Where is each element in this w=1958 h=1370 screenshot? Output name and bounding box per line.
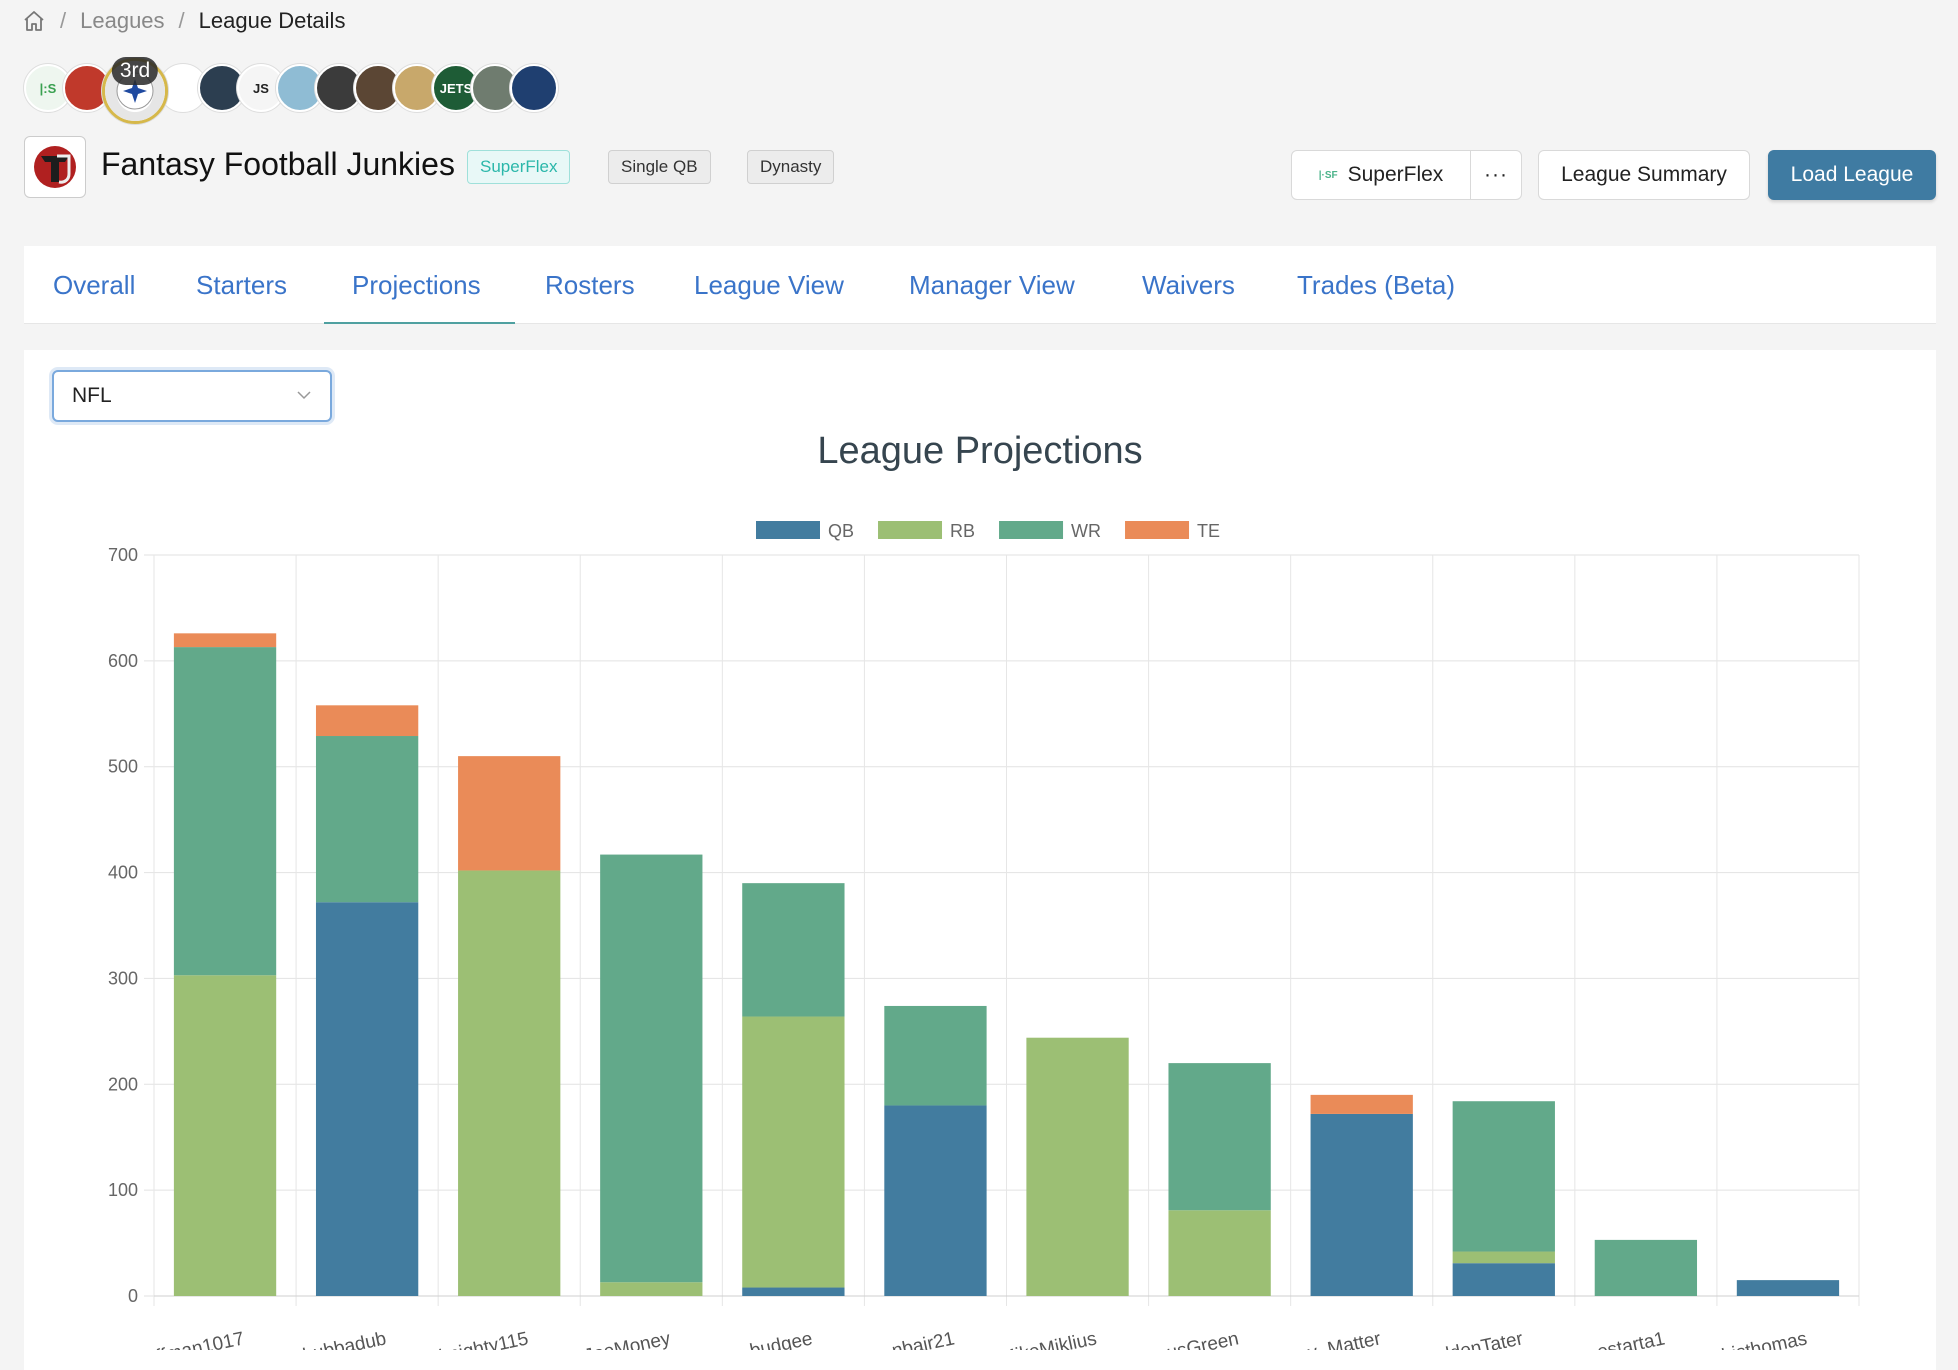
tag-dynasty: Dynasty — [747, 150, 835, 184]
chevron-down-icon — [297, 391, 311, 400]
legend-swatch — [999, 521, 1064, 539]
x-tick-label: thisthomas — [1715, 1328, 1809, 1350]
y-tick-label: 0 — [128, 1286, 138, 1306]
bar-te — [1310, 1094, 1413, 1114]
legend-label: RB — [950, 521, 975, 541]
league-summary-button[interactable]: League Summary — [1538, 150, 1750, 200]
bar-rb — [1452, 1251, 1555, 1264]
x-tick-label: chubbadub — [292, 1328, 388, 1350]
bar-qb — [1736, 1280, 1840, 1296]
bar-wr — [600, 854, 703, 1283]
bar-wr — [1452, 1101, 1555, 1252]
bar-rb — [173, 975, 277, 1296]
league-logo — [24, 136, 86, 198]
bar-wr — [1168, 1063, 1271, 1211]
load-league-button[interactable]: Load League — [1768, 150, 1936, 200]
chart-title: League Projections — [817, 430, 1143, 472]
x-tick-label: GangrenousGreen — [1082, 1328, 1240, 1350]
league-filter-value: NFL — [72, 384, 112, 407]
legend-swatch — [1125, 521, 1190, 539]
bar-te — [458, 756, 561, 871]
league-summary-label: League Summary — [1561, 163, 1727, 186]
bar-qb — [315, 902, 419, 1296]
x-tick-label: EvanAlmighty115 — [383, 1328, 531, 1350]
more-options-button[interactable]: ··· — [1470, 150, 1522, 200]
bar-rb — [1026, 1037, 1129, 1296]
active-tab-indicator — [324, 322, 515, 324]
y-tick-label: 200 — [108, 1074, 138, 1094]
bar-qb — [884, 1105, 987, 1296]
superflex-icon: |·SF — [1318, 169, 1338, 181]
tab-manager-view[interactable]: Manager View — [909, 269, 1075, 300]
league-filter-select[interactable]: NFL — [52, 370, 332, 422]
bar-wr — [884, 1005, 987, 1106]
projections-chart: 0 100 200 300 400 500 600 700 jrhoffman1017 chubb… — [108, 521, 1860, 1350]
format-button[interactable]: |·SF SuperFlex — [1291, 150, 1471, 200]
projections-panel: NFL League Projections 0 100 200 300 400 500 6… — [24, 350, 1936, 1370]
league-title: Fantasy Football Junkies — [101, 146, 455, 182]
bar-rb — [458, 870, 561, 1296]
x-tick-label: JoeMoney — [582, 1328, 673, 1350]
tab-waivers[interactable]: Waivers — [1142, 269, 1235, 300]
tag-single-qb: Single QB — [608, 150, 711, 184]
rank-badge: 3rd — [111, 57, 159, 85]
y-tick-label: 100 — [108, 1180, 138, 1200]
y-tick-label: 300 — [108, 968, 138, 988]
format-button-label: SuperFlex — [1347, 163, 1444, 186]
breadcrumb-current: League Details — [198, 8, 346, 33]
bar-qb — [1452, 1263, 1555, 1296]
tab-league-view[interactable]: League View — [694, 269, 844, 300]
breadcrumb-separator: / — [60, 8, 67, 33]
breadcrumb-leagues-link[interactable]: Leagues — [80, 8, 165, 33]
y-tick-label: 400 — [108, 863, 138, 883]
manager-avatars: |:S 3rd JS JETS — [24, 57, 558, 124]
bar-rb — [600, 1282, 703, 1296]
legend-label: QB — [828, 521, 854, 541]
y-tick-label: 600 — [108, 651, 138, 671]
legend-label: TE — [1197, 521, 1220, 541]
bar-qb — [1310, 1113, 1413, 1296]
bar-wr — [1594, 1239, 1698, 1296]
tab-overall[interactable]: Overall — [53, 269, 136, 300]
manager-avatar[interactable] — [510, 64, 558, 112]
tab-starters[interactable]: Starters — [196, 269, 288, 300]
bar-te — [315, 705, 419, 737]
ellipsis-icon: ··· — [1484, 163, 1508, 186]
tab-bar: Overall Starters Projections Rosters Lea… — [24, 246, 1936, 324]
tab-trades-beta[interactable]: Trades (Beta) — [1297, 269, 1455, 300]
bar-te — [173, 633, 277, 648]
legend-swatch — [878, 521, 943, 539]
bar-wr — [742, 883, 845, 1017]
home-icon[interactable] — [22, 9, 46, 33]
x-tick-label: budgee — [748, 1328, 814, 1350]
x-tick-label: nbair21 — [890, 1328, 956, 1350]
x-tick-label: Gray_Matter — [1275, 1328, 1383, 1350]
breadcrumb: / Leagues / League Details — [22, 6, 345, 36]
x-tick-label: jrhoffman1017 — [122, 1328, 246, 1350]
tab-projections[interactable]: Projections — [352, 269, 481, 300]
tab-rosters[interactable]: Rosters — [545, 269, 635, 300]
x-tick-label: estarta1 — [1595, 1328, 1667, 1350]
breadcrumb-separator: / — [178, 8, 185, 33]
bar-qb — [742, 1287, 845, 1296]
current-user-avatar[interactable]: 3rd — [102, 57, 168, 124]
y-tick-label: 500 — [108, 757, 138, 777]
legend-swatch — [756, 521, 820, 539]
y-tick-label: 700 — [108, 545, 138, 565]
bar-wr — [173, 647, 277, 976]
load-league-label: Load League — [1790, 163, 1914, 186]
tag-superflex: SuperFlex — [467, 150, 571, 184]
bar-wr — [315, 736, 419, 903]
bar-rb — [742, 1016, 845, 1288]
legend-label: WR — [1071, 521, 1101, 541]
x-tick-label: MikeMiklius — [998, 1328, 1098, 1350]
bar-rb — [1168, 1210, 1271, 1296]
